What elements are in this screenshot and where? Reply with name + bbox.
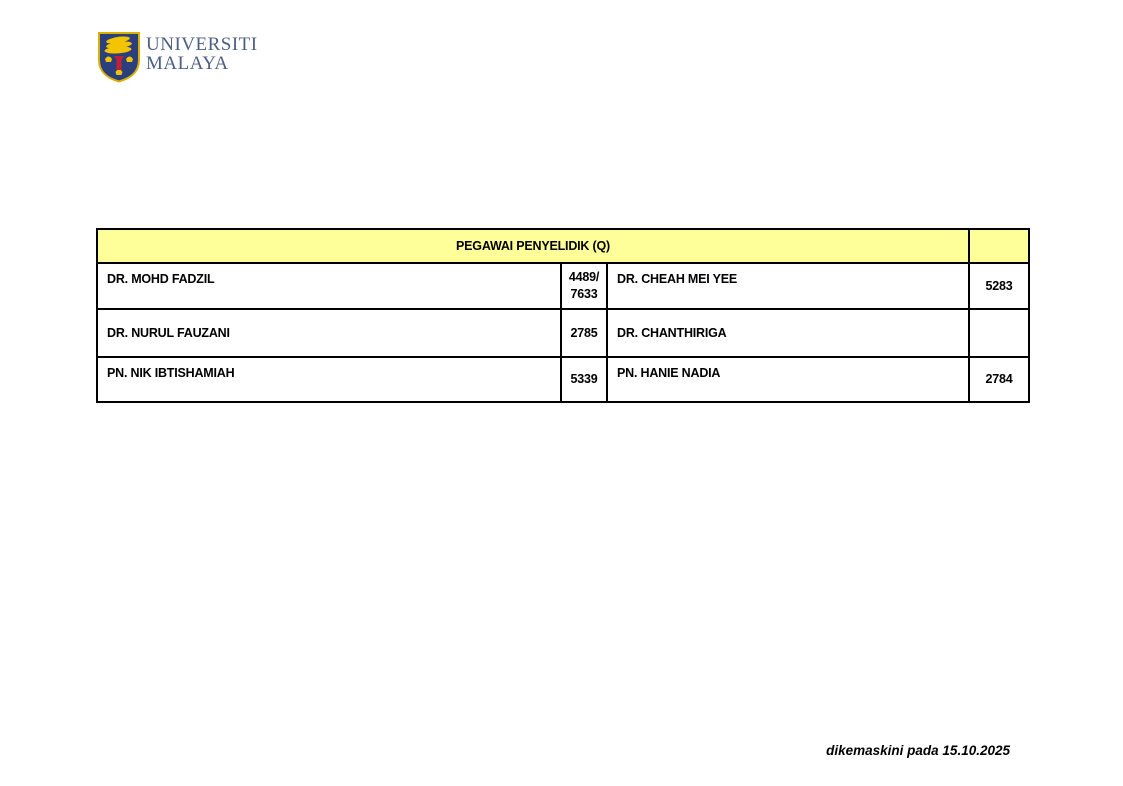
staff-name-cell: DR. MOHD FADZIL [96, 262, 562, 310]
extension-cell: 5339 [560, 356, 608, 403]
university-name: UNIVERSITI MALAYA [146, 31, 258, 73]
university-name-line2: MALAYA [146, 53, 229, 74]
staff-name-cell: DR. CHANTHIRIGA [606, 308, 970, 358]
table-title: PEGAWAI PENYELIDIK (Q) [96, 228, 970, 264]
university-name-line1: UNIVERSITI [146, 34, 258, 55]
staff-name-cell: DR. NURUL FAUZANI [96, 308, 562, 358]
staff-name-cell: PN. HANIE NADIA [606, 356, 970, 403]
university-malaya-logo: UNIVERSITI MALAYA [97, 31, 258, 83]
extension-cell: 4489/ 7633 [560, 262, 608, 310]
table-row: DR. MOHD FADZIL 4489/ 7633 DR. CHEAH MEI… [96, 262, 1030, 310]
staff-name-cell: DR. CHEAH MEI YEE [606, 262, 970, 310]
table-header-empty-cell [968, 228, 1030, 264]
extension-cell: 2785 [560, 308, 608, 358]
staff-directory-table: PEGAWAI PENYELIDIK (Q) DR. MOHD FADZIL 4… [96, 228, 1030, 403]
extension-cell [968, 308, 1030, 358]
staff-name-cell: PN. NIK IBTISHAMIAH [96, 356, 562, 403]
extension-cell: 2784 [968, 356, 1030, 403]
extension-cell: 5283 [968, 262, 1030, 310]
table-row: PN. NIK IBTISHAMIAH 5339 PN. HANIE NADIA… [96, 356, 1030, 403]
um-crest-icon [98, 32, 140, 83]
table-header-row: PEGAWAI PENYELIDIK (Q) [96, 228, 1030, 264]
last-updated-note: dikemaskini pada 15.10.2025 [826, 743, 1010, 758]
table-row: DR. NURUL FAUZANI 2785 DR. CHANTHIRIGA [96, 308, 1030, 358]
